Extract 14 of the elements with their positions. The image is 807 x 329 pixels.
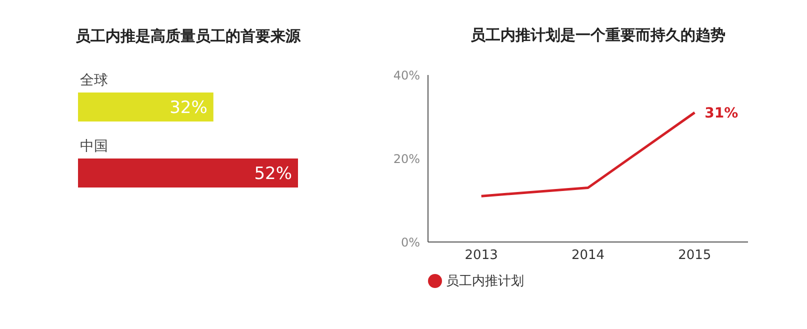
x-tick-label: 2013 [464,248,498,264]
y-tick-label: 0% [400,235,420,250]
x-tick-label: 2015 [678,248,712,264]
y-tick-label: 20% [393,152,420,166]
y-tick-label: 40% [393,68,420,82]
data-label: 31% [704,106,738,122]
chart-title: 员工内推是高质量员工的首要来源 [74,26,302,46]
x-tick-label: 2014 [571,248,605,264]
data-label: 32% [170,98,208,118]
y-tick-label: 全球 [80,72,108,88]
chart-title: 员工内推计划是一个重要而持久的趋势 [470,26,726,45]
y-tick-label: 中国 [80,138,108,154]
data-label: 52% [254,164,292,184]
legend-label: 员工内推计划 [446,274,524,289]
